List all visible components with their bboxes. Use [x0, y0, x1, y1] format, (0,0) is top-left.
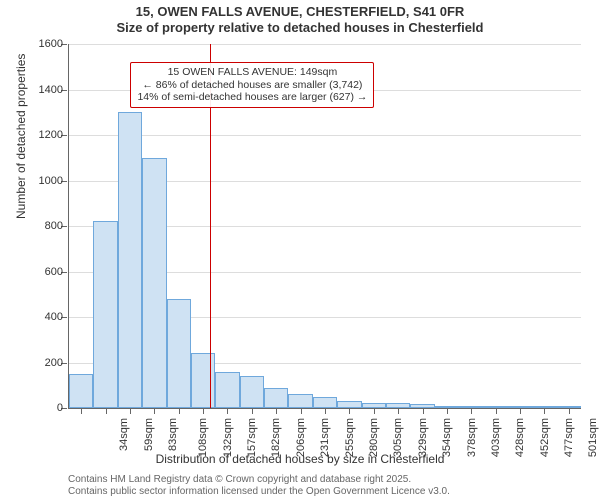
x-tick: [130, 408, 131, 414]
x-tick: [471, 408, 472, 414]
x-tick: [81, 408, 82, 414]
x-tick: [154, 408, 155, 414]
title-line-1: 15, OWEN FALLS AVENUE, CHESTERFIELD, S41…: [0, 4, 600, 20]
x-tick: [374, 408, 375, 414]
x-tick: [227, 408, 228, 414]
histogram-bar: [264, 388, 288, 408]
x-tick: [179, 408, 180, 414]
chart-container: 15, OWEN FALLS AVENUE, CHESTERFIELD, S41…: [0, 0, 600, 500]
histogram-bar: [93, 221, 117, 408]
x-tick: [325, 408, 326, 414]
x-tick: [252, 408, 253, 414]
x-tick: [398, 408, 399, 414]
annotation-callout: 15 OWEN FALLS AVENUE: 149sqm← 86% of det…: [130, 62, 374, 108]
x-tick: [544, 408, 545, 414]
footer-line-1: Contains HM Land Registry data © Crown c…: [68, 474, 450, 486]
gridline: [69, 44, 581, 45]
histogram-bar: [142, 158, 166, 408]
plot-area: 0200400600800100012001400160034sqm59sqm8…: [68, 44, 581, 409]
x-tick: [276, 408, 277, 414]
x-tick: [349, 408, 350, 414]
x-tick: [301, 408, 302, 414]
x-tick-label: 34sqm: [118, 418, 130, 451]
histogram-bar: [69, 374, 93, 408]
histogram-bar: [191, 353, 215, 408]
histogram-bar: [240, 376, 264, 408]
annotation-line: 15 OWEN FALLS AVENUE: 149sqm: [137, 66, 367, 79]
x-tick: [203, 408, 204, 414]
x-tick-label: 59sqm: [143, 418, 155, 451]
histogram-bar: [337, 401, 361, 408]
x-tick: [447, 408, 448, 414]
histogram-bar: [118, 112, 142, 408]
x-tick: [569, 408, 570, 414]
x-tick: [520, 408, 521, 414]
annotation-line: ← 86% of detached houses are smaller (3,…: [137, 79, 367, 92]
x-tick: [496, 408, 497, 414]
gridline: [69, 135, 581, 136]
annotation-line: 14% of semi-detached houses are larger (…: [137, 91, 367, 104]
title-line-2: Size of property relative to detached ho…: [0, 20, 600, 36]
x-tick-label: 83sqm: [167, 418, 179, 451]
y-tick-label: 400: [19, 311, 63, 323]
y-tick-label: 600: [19, 266, 63, 278]
histogram-bar: [167, 299, 191, 408]
y-tick-label: 200: [19, 357, 63, 369]
histogram-bar: [215, 372, 239, 408]
histogram-bar: [288, 394, 312, 408]
y-tick-label: 1400: [19, 84, 63, 96]
y-tick-label: 1600: [19, 38, 63, 50]
footer-attribution: Contains HM Land Registry data © Crown c…: [68, 474, 450, 498]
footer-line-2: Contains public sector information licen…: [68, 486, 450, 498]
x-tick: [423, 408, 424, 414]
y-tick-label: 800: [19, 220, 63, 232]
x-axis-label: Distribution of detached houses by size …: [0, 452, 600, 466]
x-tick: [106, 408, 107, 414]
histogram-bar: [313, 397, 337, 408]
y-tick-label: 0: [19, 402, 63, 414]
y-tick-label: 1200: [19, 129, 63, 141]
chart-title: 15, OWEN FALLS AVENUE, CHESTERFIELD, S41…: [0, 4, 600, 35]
y-tick-label: 1000: [19, 175, 63, 187]
